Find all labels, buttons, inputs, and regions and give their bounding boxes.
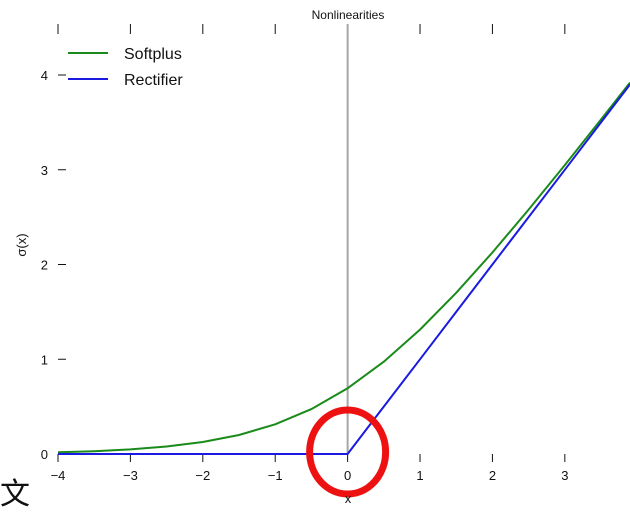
annotation-group	[306, 406, 390, 498]
y-axis-title: σ(x)	[14, 233, 29, 256]
x-tick-label--1: −1	[268, 468, 283, 483]
corner-glyph: 文	[0, 477, 30, 512]
x-tick-label--4: −4	[51, 468, 66, 483]
series-rectifier-line	[58, 83, 630, 455]
y-axis-ticks	[58, 74, 66, 455]
y-tick-label-0: 0	[41, 447, 48, 462]
x-axis-bottom-ticks	[57, 454, 566, 462]
legend: Softplus Rectifier	[68, 46, 183, 89]
x-axis-top-ticks	[57, 24, 566, 34]
legend-label-softplus: Softplus	[124, 46, 182, 63]
x-tick-label--2: −2	[195, 468, 210, 483]
x-tick-label-3: 3	[561, 468, 568, 483]
annotation-circle	[306, 406, 390, 498]
x-tick-label--3: −3	[123, 468, 138, 483]
legend-label-rectifier: Rectifier	[124, 72, 183, 89]
series-softplus-line	[57, 81, 630, 454]
series-group	[57, 81, 630, 455]
x-tick-labels: −4 −3 −2 −1 0 1 2 3	[51, 468, 569, 483]
chart-title: Nonlinearities	[312, 8, 385, 22]
y-tick-label-3: 3	[41, 163, 48, 178]
x-tick-label-1: 1	[416, 468, 423, 483]
x-tick-label-2: 2	[489, 468, 496, 483]
y-tick-label-2: 2	[41, 258, 48, 273]
x-tick-label-0: 0	[344, 468, 351, 483]
y-tick-label-1: 1	[41, 352, 48, 367]
y-tick-labels: 0 1 2 3 4	[41, 68, 48, 462]
x-axis-title: x	[345, 491, 352, 506]
y-tick-label-4: 4	[41, 68, 48, 83]
